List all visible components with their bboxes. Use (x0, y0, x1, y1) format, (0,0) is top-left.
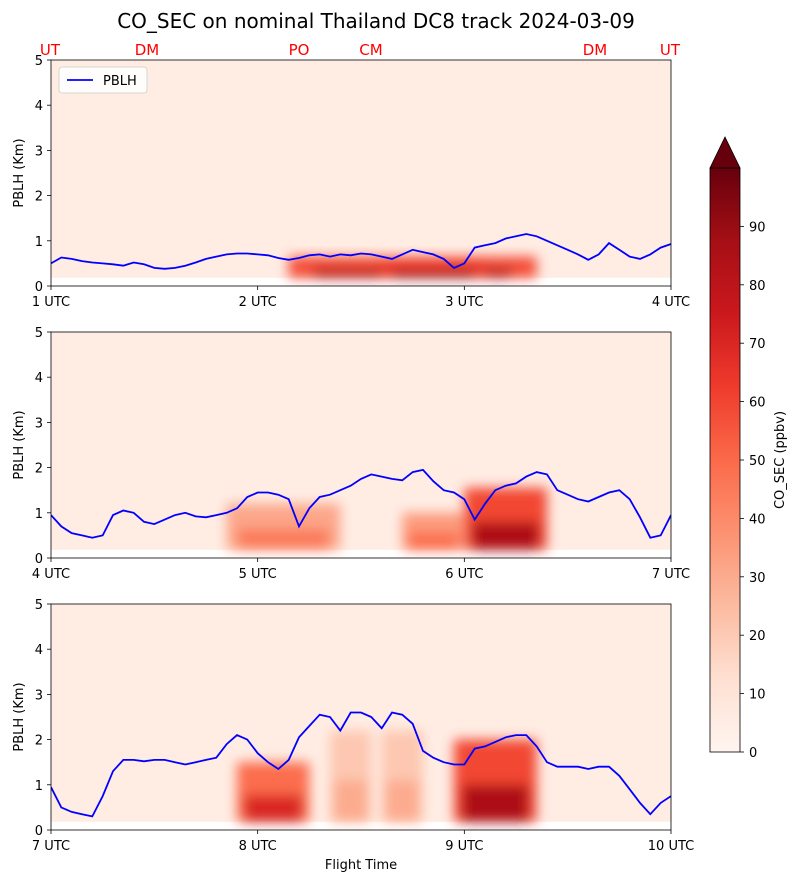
y-axis-label: PBLH (Km) (12, 138, 27, 207)
y-tick-label: 5 (35, 326, 43, 341)
plume-core (385, 780, 419, 822)
location-label: PO (289, 41, 310, 59)
colorbar-tick-label: 80 (749, 279, 766, 294)
legend-label: PBLH (103, 74, 137, 89)
colorbar-tick-label: 70 (749, 337, 766, 352)
colorbar: 0 10 20 30 40 50 60 70 80 90 CO_SEC (ppbv) (709, 136, 788, 761)
colorbar-tick-label: 20 (749, 629, 766, 644)
x-tick-label: 8 UTC (239, 839, 277, 854)
colorbar-tick-label: 50 (749, 454, 766, 469)
x-tick-label: 6 UTC (445, 567, 483, 582)
plume-group (237, 730, 537, 822)
y-tick-label: 3 (35, 688, 43, 703)
heatmap-field (51, 332, 671, 558)
y-tick-label: 3 (35, 416, 43, 431)
y-axis-label: PBLH (Km) (12, 682, 27, 751)
colorbar-tick-label: 60 (749, 396, 766, 411)
no-data-strip (51, 277, 671, 286)
colorbar-ticks: 0 10 20 30 40 50 60 70 80 90 (740, 220, 766, 761)
x-tick-label: 4 UTC (32, 567, 70, 582)
x-tick-label: 7 UTC (32, 839, 70, 854)
y-tick-label: 2 (35, 734, 43, 749)
no-data-strip (51, 549, 671, 558)
pblh-line (51, 233, 671, 270)
plume-core (392, 270, 475, 278)
location-labels: UT DM PO CM DM UT (40, 41, 681, 59)
y-tick-label: 1 (35, 779, 43, 794)
panel-2: 0 1 2 3 4 5 4 UTC 5 UTC 6 UTC 7 UTC PBLH (Km) (12, 326, 690, 582)
y-tick-label: 2 (35, 190, 43, 205)
y-tick-label: 1 (35, 235, 43, 250)
axes-frame (50, 59, 672, 287)
y-tick-label: 4 (35, 643, 43, 658)
colorbar-label: CO_SEC (ppbv) (773, 411, 788, 509)
x-axis-label: Flight Time (325, 858, 397, 873)
colorbar-tick-label: 10 (749, 688, 766, 703)
location-label: UT (40, 41, 61, 59)
plume-core (462, 784, 529, 822)
colorbar-tick-label: 0 (749, 746, 757, 761)
plume-group (288, 256, 537, 278)
no-data-strip (51, 821, 671, 830)
x-tick-label: 4 UTC (652, 295, 690, 310)
location-label: DM (135, 41, 160, 59)
x-tick-label: 10 UTC (648, 839, 694, 854)
y-tick-label: 0 (35, 280, 43, 295)
y-tick-label: 1 (35, 507, 43, 522)
colorbar-gradient (709, 167, 741, 753)
y-tick-label: 2 (35, 462, 43, 477)
plume-core (334, 780, 368, 822)
y-tick-label: 4 (35, 99, 43, 114)
panel-3: 0 1 2 3 4 5 7 UTC 8 UTC 9 UTC 10 UTC PBLH (Km) (12, 598, 694, 854)
location-label: DM (583, 41, 608, 59)
legend-box (58, 66, 148, 94)
x-tick-label: 1 UTC (32, 295, 70, 310)
heatmap-background (51, 60, 671, 286)
y-tick-label: 4 (35, 371, 43, 386)
x-tick-label: 5 UTC (239, 567, 277, 582)
x-tick-label: 3 UTC (445, 295, 483, 310)
axes-frame (50, 603, 672, 831)
axes-frame (50, 331, 672, 559)
plume-core (472, 521, 539, 550)
heatmap-field (51, 60, 671, 286)
pblh-line (51, 711, 671, 818)
plume-core (238, 529, 329, 550)
y-tick-label: 0 (35, 552, 43, 567)
panel-1: 0 1 2 3 4 5 1 UTC 2 UTC 3 UTC 4 UTC PBLH (Km) PBLH (12, 54, 690, 310)
heatmap-field (51, 604, 671, 830)
location-label: UT (660, 41, 681, 59)
colorbar-tick-label: 90 (749, 220, 766, 235)
x-tick-label: 2 UTC (239, 295, 277, 310)
location-label: CM (359, 41, 382, 59)
heatmap-background (51, 332, 671, 558)
y-tick-label: 5 (35, 54, 43, 69)
plume-core (244, 795, 303, 822)
colorbar-extend-arrow (709, 136, 741, 169)
plume-core (408, 533, 459, 550)
y-tick-label: 5 (35, 598, 43, 613)
colorbar-tick-label: 30 (749, 571, 766, 586)
y-tick-label: 3 (35, 144, 43, 159)
y-axis-label: PBLH (Km) (12, 410, 27, 479)
pblh-line (51, 468, 671, 539)
x-tick-label: 9 UTC (445, 839, 483, 854)
x-tick-label: 7 UTC (652, 567, 690, 582)
chart-title: CO_SEC on nominal Thailand DC8 track 202… (117, 9, 635, 33)
legend: PBLH (58, 66, 148, 94)
colorbar-tick-label: 40 (749, 512, 766, 527)
plume-group (226, 487, 547, 550)
y-tick-label: 0 (35, 824, 43, 839)
